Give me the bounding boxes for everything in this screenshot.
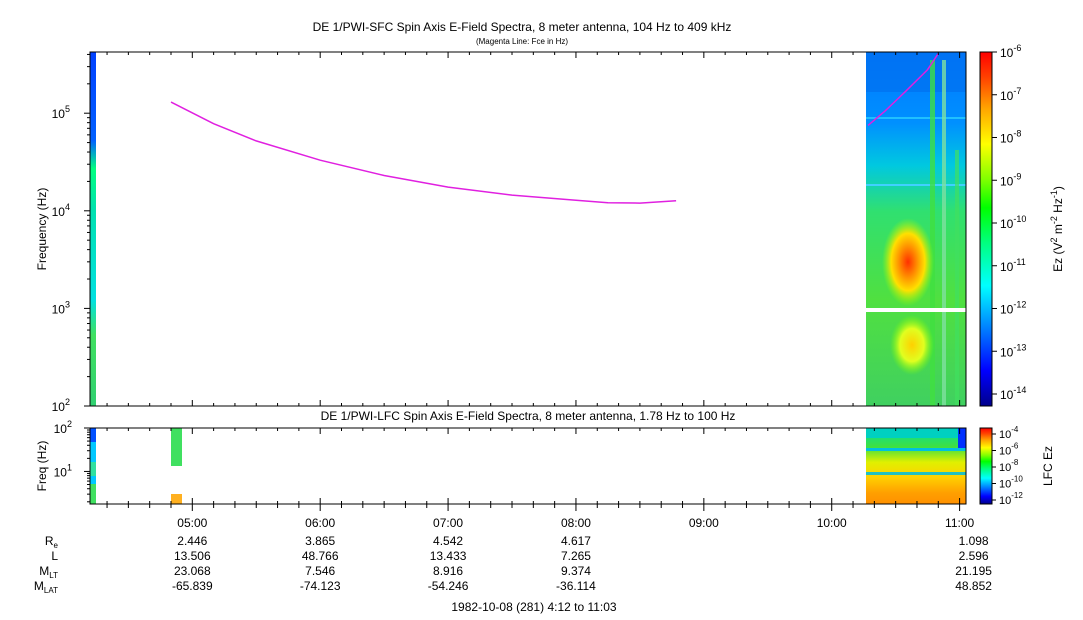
top-colorbar-tick-label: 10-7	[1000, 86, 1021, 103]
bottom-mid-data-strip	[171, 428, 182, 504]
top-spectrogram-panel: 102 103 104 105 Frequency (Hz)	[35, 51, 967, 414]
top-colorbar-tick-label: 10-10	[1000, 214, 1026, 231]
x-tick-label: 07:00	[433, 516, 463, 530]
bottom-plot-area	[90, 428, 966, 504]
bottom-right-data-block	[866, 428, 966, 504]
top-y-tick-label: 105	[52, 104, 70, 121]
x-tick-label: 10:00	[817, 516, 847, 530]
top-colorbar-label: Ez (V2 m-2 Hz-1)	[1049, 186, 1065, 272]
ephemeris-value: 8.916	[433, 564, 463, 578]
bottom-colorbar-tick-label: 10-8	[999, 458, 1019, 474]
top-right-data-block	[866, 52, 966, 406]
ephemeris-value: -54.246	[428, 579, 469, 593]
ephemeris-value: 7.265	[561, 549, 591, 563]
ephemeris-table: Re 2.446 3.865 4.542 4.617 1.098 L 13.506 48.766…	[34, 534, 992, 595]
ephemeris-value: 2.446	[177, 534, 207, 548]
top-y-tick-label: 102	[52, 397, 70, 414]
bottom-colorbar-tick-label: 10-12	[999, 491, 1023, 507]
bottom-colorbar-tick-label: 10-4	[999, 425, 1019, 441]
ephemeris-row-label: MLT	[39, 564, 58, 580]
ephemeris-value: 2.596	[959, 549, 989, 563]
top-y-tick-label: 104	[52, 202, 70, 219]
ephemeris-row-label: L	[51, 549, 58, 563]
top-y-axis: 102 103 104 105	[52, 53, 90, 414]
ephemeris-value: -65.839	[172, 579, 213, 593]
bottom-y-tick-label: 102	[54, 419, 72, 436]
top-colorbar: 10-6 10-7 10-8 10-9 10-10 10-11 10-12 10-13 10-1…	[979, 43, 1065, 407]
bottom-colorbar-label: LFC Ez	[1041, 446, 1055, 486]
ephemeris-value: -74.123	[300, 579, 341, 593]
ephemeris-value: 13.433	[430, 549, 467, 563]
top-left-data-strip	[90, 52, 96, 406]
top-y-axis-label: Frequency (Hz)	[35, 188, 49, 271]
ephemeris-value: 4.542	[433, 534, 463, 548]
bottom-left-data-strip	[90, 428, 96, 504]
bottom-y-axis-label: Freq (Hz)	[35, 441, 49, 492]
top-colorbar-tick-label: 10-9	[1000, 171, 1021, 188]
ephemeris-value: 4.617	[561, 534, 591, 548]
x-tick-label: 11:00	[945, 516, 974, 530]
ephemeris-value: 9.374	[561, 564, 591, 578]
top-data-gap-line	[866, 308, 966, 312]
top-plot-area	[90, 52, 966, 406]
fce-series-line	[170, 101, 677, 204]
ephemeris-row-label: Re	[45, 534, 59, 550]
top-colorbar-scale	[979, 51, 993, 407]
ephemeris-value: 7.546	[305, 564, 335, 578]
x-axis: 05:00 06:00 07:00 08:00 09:00 10:00 11:00	[106, 52, 975, 530]
top-chart-subtitle: (Magenta Line: Fce in Hz)	[476, 37, 568, 46]
top-chart-title: DE 1/PWI-SFC Spin Axis E-Field Spectra, …	[313, 20, 732, 34]
bottom-colorbar-scale	[979, 427, 993, 505]
ephemeris-value: 48.852	[955, 579, 992, 593]
bottom-colorbar-tick-label: 10-6	[999, 442, 1019, 458]
ephemeris-value: 1.098	[959, 534, 989, 548]
bottom-chart-title: DE 1/PWI-LFC Spin Axis E-Field Spectra, …	[321, 409, 736, 423]
ephemeris-value: 21.195	[955, 564, 992, 578]
fce-lines	[170, 53, 939, 204]
ephemeris-row-label: MLAT	[34, 579, 58, 595]
top-colorbar-tick-label: 10-12	[1000, 300, 1026, 317]
x-tick-label: 05:00	[177, 516, 207, 530]
ephemeris-value: 48.766	[302, 549, 339, 563]
ephemeris-value: 13.506	[174, 549, 211, 563]
top-colorbar-tick-label: 10-11	[1000, 257, 1026, 274]
x-tick-label: 06:00	[305, 516, 335, 530]
bottom-spectrogram-panel: 101 102 Freq (Hz)	[35, 419, 967, 505]
ephemeris-value: 3.865	[305, 534, 335, 548]
bottom-y-tick-label: 101	[54, 462, 72, 479]
top-colorbar-tick-label: 10-13	[1000, 342, 1026, 359]
bottom-plot-frame	[89, 427, 967, 505]
x-tick-label: 09:00	[689, 516, 719, 530]
fce-series-line	[867, 53, 939, 126]
top-colorbar-tick-label: 10-6	[1000, 43, 1021, 60]
top-colorbar-tick-label: 10-14	[1000, 385, 1026, 402]
top-colorbar-tick-label: 10-8	[1000, 129, 1021, 146]
x-axis-footer: 1982-10-08 (281) 4:12 to 11:03	[451, 600, 617, 614]
x-tick-label: 08:00	[561, 516, 591, 530]
bottom-y-axis: 101 102	[54, 419, 90, 503]
bottom-colorbar-tick-label: 10-10	[999, 475, 1023, 491]
ephemeris-value: 23.068	[174, 564, 211, 578]
ephemeris-value: -36.114	[556, 579, 596, 593]
top-plot-frame	[89, 51, 967, 407]
top-colorbar-ticks: 10-6 10-7 10-8 10-9 10-10 10-11 10-12 10-13 10-1…	[992, 43, 1026, 402]
top-y-tick-label: 103	[52, 299, 70, 316]
